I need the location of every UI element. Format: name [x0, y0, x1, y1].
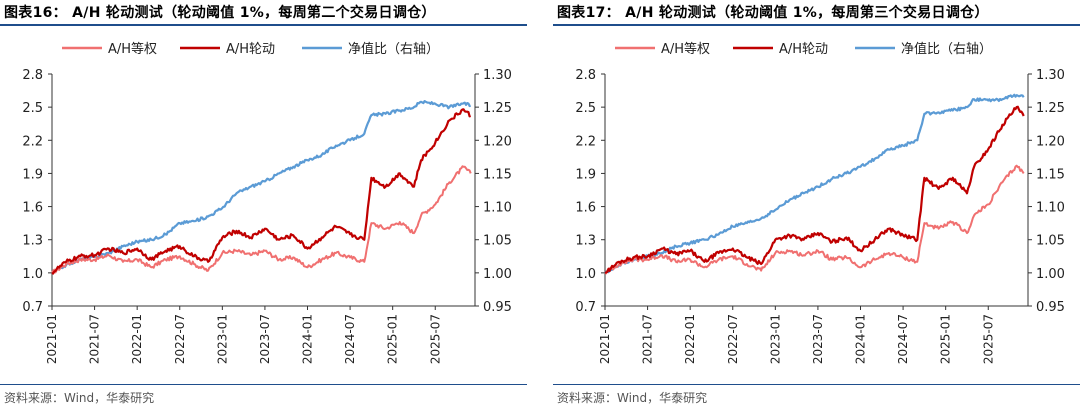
- series-line-2: [604, 93, 1025, 274]
- right-tick-label: 1.00: [483, 267, 512, 282]
- left-tick-label: 1.0: [575, 267, 596, 282]
- legend-label: A/H轮动: [779, 42, 828, 57]
- left-tick-label: 2.8: [22, 68, 43, 83]
- right-tick-label: 1.10: [1036, 201, 1065, 216]
- chart-title: 图表16： A/H 轮动测试（轮动阈值 1%，每周第二个交易日调仓）: [4, 5, 436, 21]
- x-tick-label: 2025-07: [428, 314, 442, 364]
- right-tick-label: 1.00: [1036, 267, 1065, 282]
- x-tick-label: 2024-07: [343, 314, 357, 364]
- left-tick-label: 2.2: [22, 134, 43, 149]
- legend-label: A/H等权: [661, 41, 710, 57]
- left-tick-label: 1.9: [22, 167, 43, 182]
- right-tick-label: 0.95: [1036, 300, 1065, 315]
- x-tick-label: 2025-01: [939, 314, 953, 364]
- left-tick-label: 2.5: [22, 101, 43, 116]
- left-tick-label: 2.8: [575, 68, 596, 83]
- right-tick-label: 1.25: [483, 101, 512, 116]
- left-tick-label: 1.6: [575, 201, 596, 216]
- left-tick-label: 2.2: [575, 134, 596, 149]
- left-tick-label: 2.5: [575, 101, 596, 116]
- legend-label: 净值比（右轴）: [901, 41, 992, 57]
- x-tick-label: 2023-01: [768, 314, 782, 364]
- x-tick-label: 2021-07: [88, 314, 102, 364]
- title-bar: 图表17： A/H 轮动测试（轮动阈值 1%，每周第三个交易日调仓）: [553, 0, 1080, 26]
- x-tick-label: 2021-01: [45, 314, 59, 364]
- right-tick-label: 0.95: [483, 300, 512, 315]
- x-tick-label: 2022-01: [130, 314, 144, 364]
- chart-title: 图表17： A/H 轮动测试（轮动阈值 1%，每周第三个交易日调仓）: [557, 5, 989, 21]
- divider: [553, 384, 1080, 385]
- source-note: 资料来源：Wind，华泰研究: [557, 391, 708, 405]
- chart-panel-17: 图表17： A/H 轮动测试（轮动阈值 1%，每周第三个交易日调仓） 0.7 1.…: [553, 0, 1080, 408]
- x-tick-label: 2022-01: [683, 314, 697, 364]
- series-line-0: [51, 165, 472, 274]
- legend-label: 净值比（右轴）: [348, 41, 439, 57]
- x-tick-label: 2021-07: [641, 314, 655, 364]
- right-tick-label: 1.20: [1036, 134, 1065, 149]
- line-chart: 0.7 1.0 1.3 1.6 1.9 2.2 2.5 2.8 0.95 1.00 1.05 1.10…: [575, 41, 1065, 364]
- divider: [0, 384, 527, 385]
- left-tick-label: 1.9: [575, 167, 596, 182]
- x-tick-label: 2024-01: [301, 314, 315, 364]
- x-tick-label: 2023-07: [811, 314, 825, 364]
- right-tick-label: 1.15: [483, 167, 512, 182]
- x-tick-label: 2023-07: [258, 314, 272, 364]
- right-tick-label: 1.15: [1036, 167, 1065, 182]
- left-tick-label: 0.7: [22, 300, 43, 315]
- right-tick-label: 1.10: [483, 201, 512, 216]
- x-tick-label: 2023-01: [215, 314, 229, 364]
- x-tick-label: 2024-01: [854, 314, 868, 364]
- right-tick-label: 1.30: [483, 68, 512, 83]
- right-tick-label: 1.20: [483, 134, 512, 149]
- x-tick-label: 2025-07: [981, 314, 995, 364]
- right-tick-label: 1.05: [483, 234, 512, 249]
- legend-label: A/H等权: [108, 41, 157, 57]
- line-chart: 0.7 1.0 1.3 1.6 1.9 2.2 2.5 2.8 0.95 1.00 1.05 1.10…: [22, 41, 512, 364]
- series-line-1: [604, 105, 1025, 274]
- series-line-2: [51, 100, 471, 274]
- left-tick-label: 1.0: [22, 267, 43, 282]
- left-tick-label: 0.7: [575, 300, 596, 315]
- right-tick-label: 1.05: [1036, 234, 1065, 249]
- series-line-1: [51, 108, 471, 275]
- chart-panel-16: 图表16： A/H 轮动测试（轮动阈值 1%，每周第二个交易日调仓） 0.7 1.…: [0, 0, 527, 408]
- source-note: 资料来源：Wind，华泰研究: [4, 391, 155, 405]
- x-tick-label: 2024-07: [896, 314, 910, 364]
- title-bar: 图表16： A/H 轮动测试（轮动阈值 1%，每周第二个交易日调仓）: [0, 0, 527, 26]
- left-tick-label: 1.6: [22, 201, 43, 216]
- right-tick-label: 1.25: [1036, 101, 1065, 116]
- left-tick-label: 1.3: [575, 234, 596, 249]
- series-line-0: [604, 164, 1025, 275]
- legend-label: A/H轮动: [226, 42, 275, 57]
- x-tick-label: 2021-01: [598, 314, 612, 364]
- x-tick-label: 2022-07: [173, 314, 187, 364]
- right-tick-label: 1.30: [1036, 68, 1065, 83]
- left-tick-label: 1.3: [22, 234, 43, 249]
- x-tick-label: 2025-01: [386, 314, 400, 364]
- x-tick-label: 2022-07: [726, 314, 740, 364]
